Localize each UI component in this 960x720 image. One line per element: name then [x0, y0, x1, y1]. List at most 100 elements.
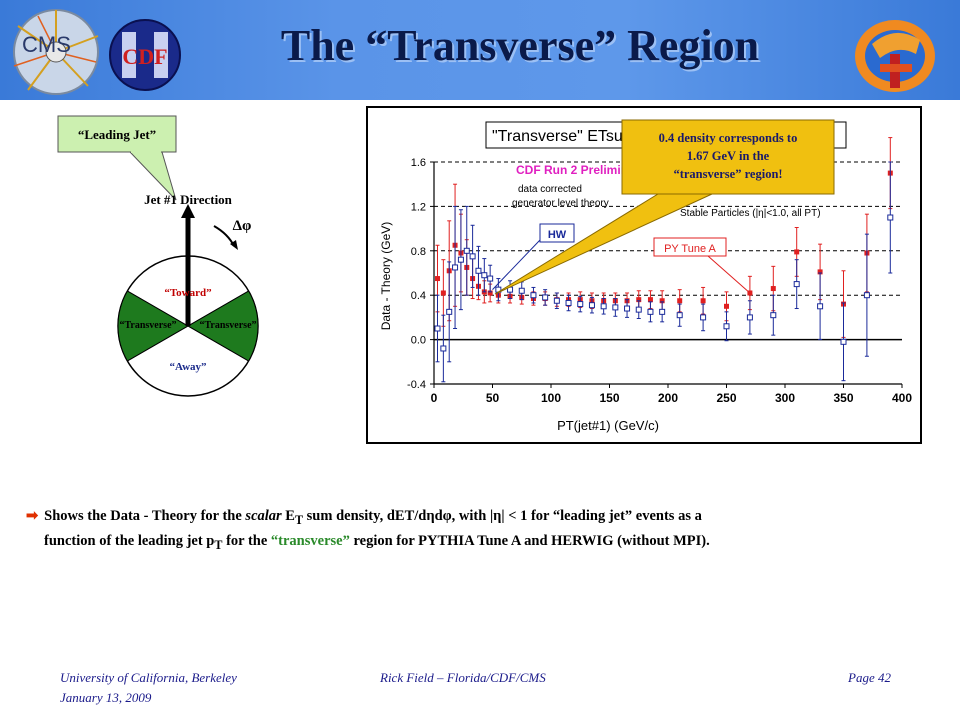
- footer-affiliation: University of California, Berkeley: [60, 670, 237, 685]
- data-point-herwig: [624, 305, 631, 312]
- data-point-herwig: [647, 308, 654, 315]
- data-point-herwig: [452, 264, 459, 271]
- hw-label-box: [539, 223, 575, 243]
- cdf-logo: CDF: [109, 19, 181, 91]
- transverse-left-sector: [117, 290, 189, 362]
- hw-label: HW: [548, 229, 567, 241]
- data-point-herwig: [817, 303, 824, 310]
- callout-line-3: “transverse” region!: [673, 167, 782, 181]
- data-point-herwig: [676, 312, 683, 319]
- y-tick-label: 1.2: [411, 201, 426, 213]
- data-point-pythia: [794, 249, 800, 255]
- x-tick-label: 0: [431, 391, 438, 405]
- delta-phi-label: Δφ: [233, 218, 252, 234]
- x-tick-label: 150: [599, 391, 619, 405]
- data-point-herwig: [887, 214, 894, 221]
- data-point-herwig: [588, 302, 595, 309]
- x-tick-label: 50: [486, 391, 500, 405]
- data-point-herwig: [469, 253, 476, 260]
- transverse-right-label: “Transverse”: [199, 320, 256, 331]
- data-point-herwig: [446, 308, 453, 315]
- data-point-pythia: [487, 290, 493, 296]
- cdf-logo-text: CDF: [122, 44, 167, 69]
- note-generator-theory: generator level theory: [512, 198, 609, 209]
- description-text: ➡ Shows the Data - Theory for the scalar …: [26, 508, 710, 552]
- data-point-herwig: [793, 281, 800, 288]
- y-tick-label: 1.6: [411, 157, 426, 169]
- data-point-herwig: [518, 287, 525, 294]
- footer-page: Page 42: [848, 670, 891, 685]
- leading-jet-label: “Leading Jet”: [78, 127, 156, 142]
- pytune-leader: [707, 255, 751, 294]
- slide-title: The “Transverse” Region: [280, 21, 760, 70]
- particles-label: Stable Particles (|η|<1.0, all PT): [680, 208, 821, 219]
- data-point-herwig: [577, 301, 584, 308]
- jet-direction-label: Jet #1 Direction: [144, 192, 233, 207]
- callout-pointer: [494, 193, 713, 295]
- hw-leader: [492, 239, 541, 290]
- footer-author: Rick Field – Florida/CDF/CMS: [380, 670, 546, 685]
- data-point-herwig: [840, 338, 847, 345]
- cms-logo: CMS: [13, 9, 99, 95]
- data-point-pythia: [770, 286, 776, 292]
- x-tick-label: 100: [541, 391, 561, 405]
- y-tick-label: -0.4: [407, 379, 426, 391]
- x-tick-label: 250: [716, 391, 736, 405]
- uf-logo: [855, 20, 935, 92]
- data-point-herwig: [475, 267, 482, 274]
- region-diagram: “Leading Jet” Jet #1 Direction “Toward” …: [57, 115, 259, 397]
- x-tick-label: 350: [833, 391, 853, 405]
- data-point-pythia: [636, 297, 642, 303]
- data-point-herwig: [659, 308, 666, 315]
- callout-line-1: 0.4 density corresponds to: [659, 131, 798, 145]
- transverse-right-sector: [187, 290, 259, 362]
- data-point-herwig: [635, 306, 642, 313]
- callout-line-2: 1.67 GeV in the: [687, 149, 770, 163]
- pytune-label-box: [653, 237, 727, 257]
- data-point-pythia: [747, 290, 753, 296]
- transverse-left-label: “Transverse”: [119, 320, 176, 331]
- data-point-herwig: [723, 323, 730, 330]
- data-point-herwig: [612, 304, 619, 311]
- x-tick-label: 400: [892, 391, 912, 405]
- data-point-herwig: [863, 292, 870, 299]
- data-point-pythia: [440, 290, 446, 296]
- data-point-herwig: [553, 297, 560, 304]
- data-point-pythia: [700, 298, 706, 304]
- pytune-label: PY Tune A: [664, 243, 716, 255]
- footer-date: January 13, 2009: [60, 690, 152, 705]
- y-tick-label: 0.8: [411, 246, 426, 258]
- data-point-herwig: [481, 272, 488, 279]
- data-point-herwig: [542, 294, 549, 301]
- data-point-herwig: [770, 312, 777, 319]
- away-label: “Away”: [169, 361, 206, 373]
- x-axis-label: PT(jet#1) (GeV/c): [557, 418, 659, 433]
- data-point-herwig: [565, 299, 572, 306]
- y-axis-label: Data - Theory (GeV): [379, 222, 393, 330]
- data-point-pythia: [817, 269, 823, 275]
- density-callout: [621, 119, 835, 195]
- data-point-herwig: [463, 247, 470, 254]
- x-tick-label: 200: [658, 391, 678, 405]
- data-point-herwig: [440, 345, 447, 352]
- note-data-corrected: data corrected: [518, 184, 582, 195]
- data-point-pythia: [435, 276, 441, 282]
- leading-jet-callout: [57, 115, 177, 153]
- cms-logo-text: CMS: [22, 32, 71, 57]
- callout-layer: 0.4 density corresponds to 1.67 GeV in t…: [494, 119, 835, 295]
- preliminary-label: CDF Run 2 Preliminary: [516, 163, 646, 177]
- data-point-herwig: [487, 275, 494, 282]
- data-point-herwig: [457, 256, 464, 263]
- data-point-pythia: [647, 297, 653, 303]
- data-point-herwig: [746, 314, 753, 321]
- arrow-bullet-icon: ➡: [26, 508, 39, 524]
- data-point-herwig: [434, 325, 441, 332]
- data-point-pythia: [677, 298, 683, 304]
- x-tick-label: 300: [775, 391, 795, 405]
- data-point-pythia: [659, 298, 665, 304]
- data-point-herwig: [700, 314, 707, 321]
- toward-label: “Toward”: [164, 287, 211, 299]
- data-point-pythia: [724, 303, 729, 309]
- data-point-herwig: [600, 303, 607, 310]
- y-tick-label: 0.0: [411, 335, 426, 347]
